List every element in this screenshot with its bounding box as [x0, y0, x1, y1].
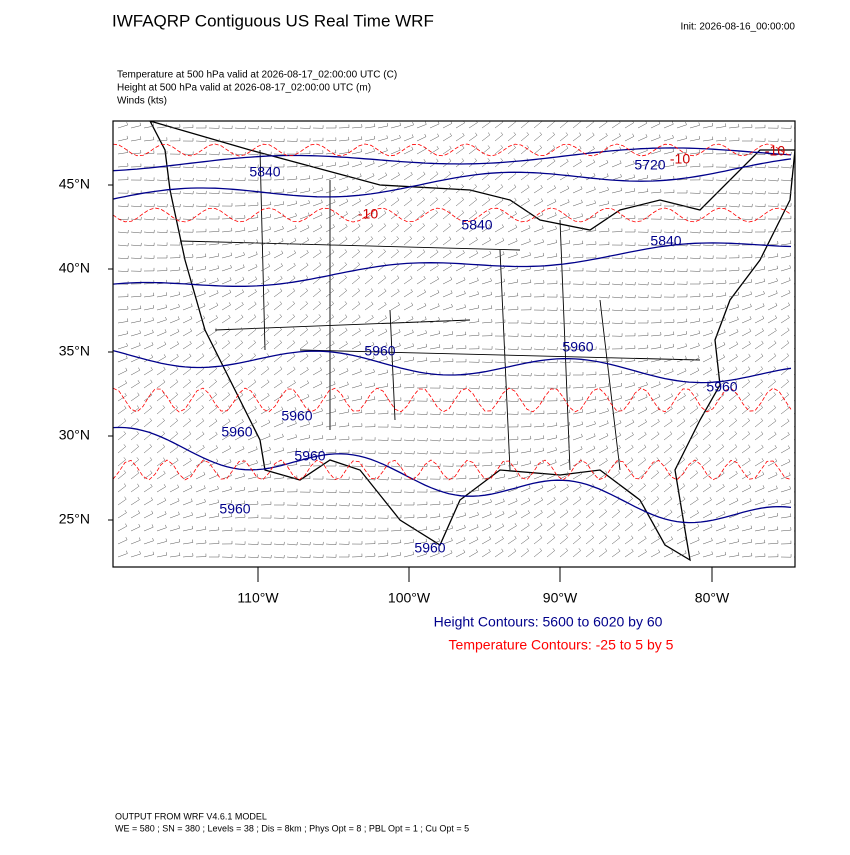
latitude-label: 45°N — [59, 176, 90, 192]
height-label: 5960 — [562, 339, 593, 355]
temperature-contour — [113, 143, 792, 157]
temperature-legend: Temperature Contours: -25 to 5 by 5 — [449, 637, 674, 653]
map — [113, 121, 795, 562]
height-contour — [113, 349, 792, 384]
wind-barbs — [117, 121, 795, 559]
height-label: 5960 — [294, 448, 325, 464]
height-label: 5960 — [281, 408, 312, 424]
temperature-label: -10 — [765, 143, 785, 159]
footer-model: OUTPUT FROM WRF V4.6.1 MODEL — [115, 811, 267, 821]
footer-settings: WE = 580 ; SN = 380 ; Levels = 38 ; Dis … — [115, 823, 469, 833]
temperature-contour — [113, 387, 792, 413]
height-contour — [113, 158, 792, 200]
height-label: 5960 — [706, 379, 737, 395]
height-label: 5840 — [461, 217, 492, 233]
height-label: 5960 — [364, 343, 395, 359]
height-label: 5960 — [221, 424, 252, 440]
temperature-contour — [113, 459, 792, 481]
longitude-label: 80°W — [695, 590, 730, 606]
latitude-label: 25°N — [59, 511, 90, 527]
height-contour — [113, 147, 792, 172]
height-label: 5960 — [219, 501, 250, 517]
field-desc: Height at 500 hPa valid at 2026-08-17_02… — [117, 83, 371, 94]
field-desc: Winds (kts) — [117, 96, 167, 107]
height-contour — [113, 242, 792, 287]
height-label: 5960 — [414, 540, 445, 556]
longitude-label: 100°W — [388, 590, 431, 606]
height-label: 5840 — [249, 164, 280, 180]
map-frame — [112, 120, 796, 568]
longitude-label: 90°W — [543, 590, 578, 606]
height-label: 5720 — [634, 157, 665, 173]
title: IWFAQRP Contiguous US Real Time WRF — [112, 11, 434, 30]
height-contour — [113, 426, 792, 524]
longitude-label: 110°W — [237, 590, 279, 606]
us-outline — [149, 121, 795, 562]
latitude-label: 40°N — [59, 260, 90, 276]
height-legend: Height Contours: 5600 to 6020 by 60 — [434, 614, 663, 630]
temperature-label: -10 — [358, 206, 378, 222]
height-label: 5840 — [650, 233, 681, 249]
temperature-label: -10 — [670, 151, 690, 167]
latitude-label: 35°N — [59, 343, 90, 359]
temperature-contour — [113, 207, 792, 223]
field-desc: Temperature at 500 hPa valid at 2026-08-… — [117, 70, 397, 81]
latitude-label: 30°N — [59, 427, 90, 443]
init-time: Init: 2026-08-16_00:00:00 — [680, 22, 795, 33]
